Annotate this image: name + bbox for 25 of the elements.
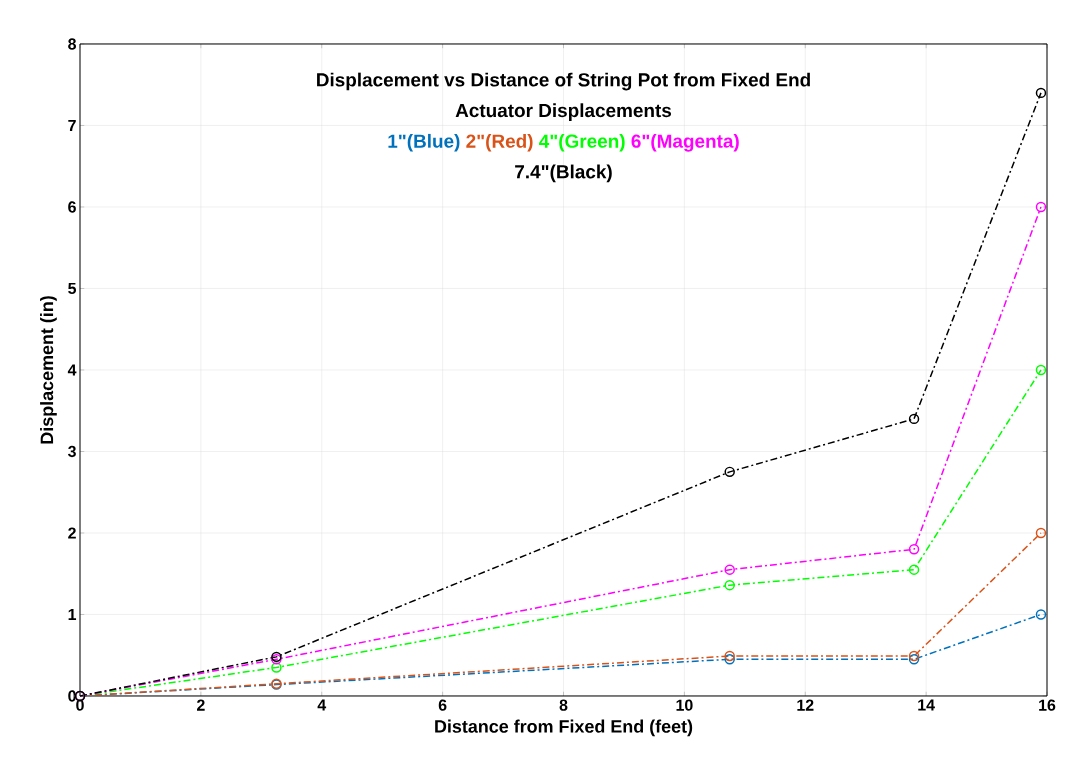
text: Displacement vs Distance of String Pot from Fixed End xyxy=(317,72,810,91)
y-tick-label: 4 xyxy=(67,364,77,376)
text: 2"(Red) xyxy=(466,133,533,152)
y-tick-label: 8 xyxy=(68,38,76,50)
x-tick-label: 4 xyxy=(317,699,327,711)
y-tick-label: 1 xyxy=(68,609,77,620)
y-tick-label: 6 xyxy=(68,201,76,213)
x-tick-label: 12 xyxy=(797,699,814,711)
text: 7.4"(Black) xyxy=(515,164,612,183)
x-tick-label: 14 xyxy=(918,699,935,711)
text: 6"(Magenta) xyxy=(631,133,739,152)
y-axis-title: Displacement (in) xyxy=(40,296,57,444)
text: 1"(Blue) xyxy=(388,133,460,152)
x-tick-label: 16 xyxy=(1039,699,1056,711)
y-tick-label: 2 xyxy=(68,527,76,539)
y-tick-label: 5 xyxy=(68,282,77,295)
x-axis-title: Distance from Fixed End (feet) xyxy=(435,719,693,737)
y-tick-label: 7 xyxy=(68,120,76,131)
text: Actuator Displacements xyxy=(455,103,672,121)
x-tick-label: 8 xyxy=(559,699,568,711)
text: 4"(Green) xyxy=(539,133,625,152)
x-tick-label: 10 xyxy=(676,699,693,711)
x-tick-label: 2 xyxy=(197,699,205,711)
x-tick-label: 6 xyxy=(438,699,447,711)
y-tick-label: 3 xyxy=(67,445,76,458)
